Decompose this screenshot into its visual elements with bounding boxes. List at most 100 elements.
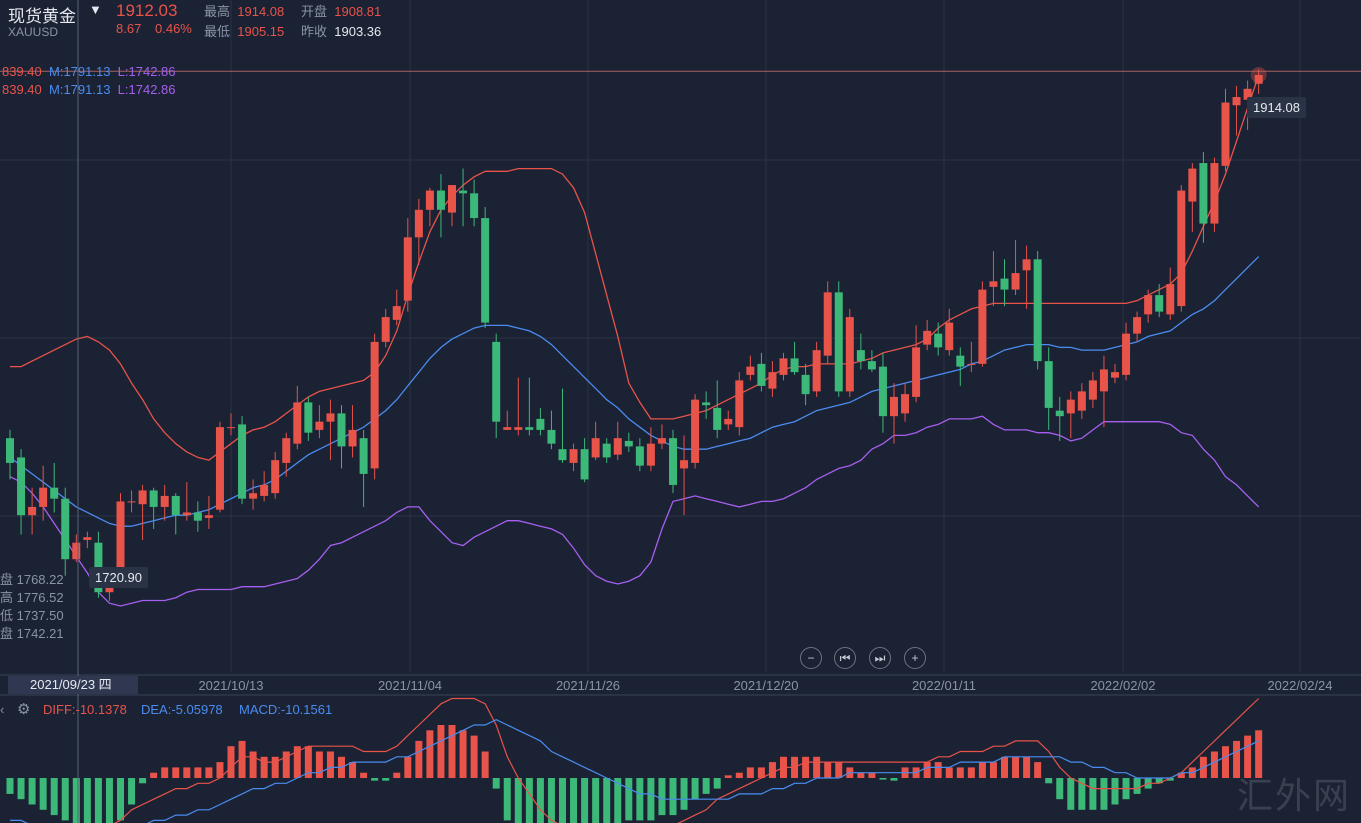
macd-bar bbox=[1100, 778, 1108, 810]
candle-body bbox=[878, 366, 887, 417]
macd-bar bbox=[448, 725, 456, 778]
candle-body bbox=[481, 218, 490, 323]
candle-body bbox=[547, 429, 556, 444]
scroll-right-button[interactable]: ⏭ bbox=[869, 647, 891, 669]
candle bbox=[1111, 363, 1119, 384]
candle bbox=[6, 429, 14, 480]
candle bbox=[768, 361, 777, 397]
candle-body bbox=[315, 421, 324, 430]
candle bbox=[1221, 88, 1230, 172]
candle bbox=[890, 383, 898, 444]
candle-body bbox=[28, 506, 37, 516]
scroll-left-button[interactable]: ⏮ bbox=[834, 647, 856, 669]
macd-bar bbox=[304, 746, 312, 778]
macd-bar bbox=[923, 762, 931, 778]
candle bbox=[646, 427, 655, 472]
x-tick-label: 2021/12/20 bbox=[733, 678, 798, 693]
macd-bar bbox=[349, 762, 357, 778]
macd-bar bbox=[94, 778, 102, 823]
macd-bar bbox=[570, 778, 578, 823]
macd-bar bbox=[492, 778, 500, 789]
macd-bar bbox=[293, 746, 301, 778]
candle-body bbox=[1155, 295, 1164, 312]
macd-bar bbox=[1078, 778, 1086, 810]
candle-body bbox=[403, 237, 412, 301]
macd-bar bbox=[1166, 778, 1174, 781]
candle-body bbox=[116, 501, 125, 582]
candle bbox=[956, 347, 965, 386]
grid-lines: 2021/10/13 2021/11/04 2021/11/26 2021/12/20… bbox=[0, 0, 1361, 696]
candle-body bbox=[702, 402, 711, 406]
candle bbox=[304, 396, 313, 441]
candle-body bbox=[1088, 380, 1097, 400]
candle-body bbox=[459, 190, 468, 194]
settings-gear-icon[interactable]: ⚙ bbox=[17, 701, 31, 718]
candle-body bbox=[337, 413, 346, 447]
macd-bar bbox=[1222, 746, 1229, 778]
prev-close-value: 1903.36 bbox=[334, 24, 382, 39]
candle-body bbox=[348, 429, 357, 447]
candle bbox=[370, 333, 379, 480]
candle bbox=[282, 432, 291, 477]
macd-bar bbox=[978, 762, 986, 778]
candle bbox=[757, 352, 766, 392]
candle-body bbox=[381, 317, 390, 342]
collapse-icon[interactable]: ‹ bbox=[0, 702, 5, 717]
candle bbox=[1055, 396, 1064, 441]
macd-dea-line bbox=[10, 719, 1259, 823]
symbol-name[interactable]: 现货黄金 bbox=[8, 7, 76, 26]
macd-bar bbox=[658, 778, 666, 816]
macd-bar bbox=[415, 740, 423, 778]
candle-body bbox=[326, 413, 335, 422]
macd-bar bbox=[1056, 778, 1064, 800]
candle bbox=[1155, 284, 1164, 318]
candle-body bbox=[923, 330, 932, 345]
candle-body bbox=[160, 495, 169, 507]
candle bbox=[1033, 251, 1042, 370]
candle-body bbox=[492, 341, 501, 422]
zoom-out-button[interactable]: − bbox=[800, 647, 822, 669]
price-change-pct: 0.46% bbox=[155, 21, 192, 36]
high-value: 1914.08 bbox=[237, 4, 285, 19]
candle bbox=[83, 531, 92, 549]
macd-bar bbox=[559, 778, 566, 823]
candle bbox=[901, 383, 910, 422]
macd-bar bbox=[1067, 778, 1075, 810]
boll-mid-line bbox=[9, 256, 1260, 527]
candle-body bbox=[691, 399, 700, 463]
candle bbox=[50, 462, 59, 513]
candle-body bbox=[558, 449, 567, 461]
candle-body bbox=[934, 333, 943, 348]
candle bbox=[624, 432, 633, 452]
candle-body bbox=[890, 396, 898, 417]
candle bbox=[1188, 163, 1197, 232]
macd-bar bbox=[967, 767, 975, 778]
candle bbox=[1044, 347, 1053, 430]
candle-body bbox=[304, 402, 313, 433]
symbol-dropdown-icon[interactable]: ▼ bbox=[89, 2, 102, 17]
macd-bar bbox=[315, 751, 323, 778]
crosshair-close: 盘 1742.21 bbox=[0, 626, 64, 641]
candle-body bbox=[657, 438, 666, 444]
candle bbox=[934, 322, 943, 356]
boll-mid-value: M:1791.13 bbox=[49, 64, 111, 79]
macd-dea-legend: DEA:-5.05978 bbox=[141, 702, 223, 717]
zoom-in-button[interactable]: + bbox=[904, 647, 926, 669]
crosshair-date: 2021/09/23 四 bbox=[8, 676, 138, 694]
macd-bar bbox=[835, 762, 843, 778]
candle bbox=[204, 495, 213, 529]
candle-body bbox=[967, 363, 976, 365]
candle-body bbox=[1221, 102, 1230, 166]
candle-body bbox=[436, 190, 445, 210]
crosshair-low: 低 1737.50 bbox=[0, 608, 64, 623]
candle-body bbox=[768, 372, 777, 389]
macd-bar bbox=[150, 772, 158, 778]
macd-bar bbox=[581, 778, 589, 823]
candle-body bbox=[801, 374, 810, 395]
candle bbox=[293, 385, 302, 450]
candle-body bbox=[1199, 163, 1208, 224]
candle bbox=[1210, 157, 1219, 232]
candle-body bbox=[503, 427, 512, 430]
